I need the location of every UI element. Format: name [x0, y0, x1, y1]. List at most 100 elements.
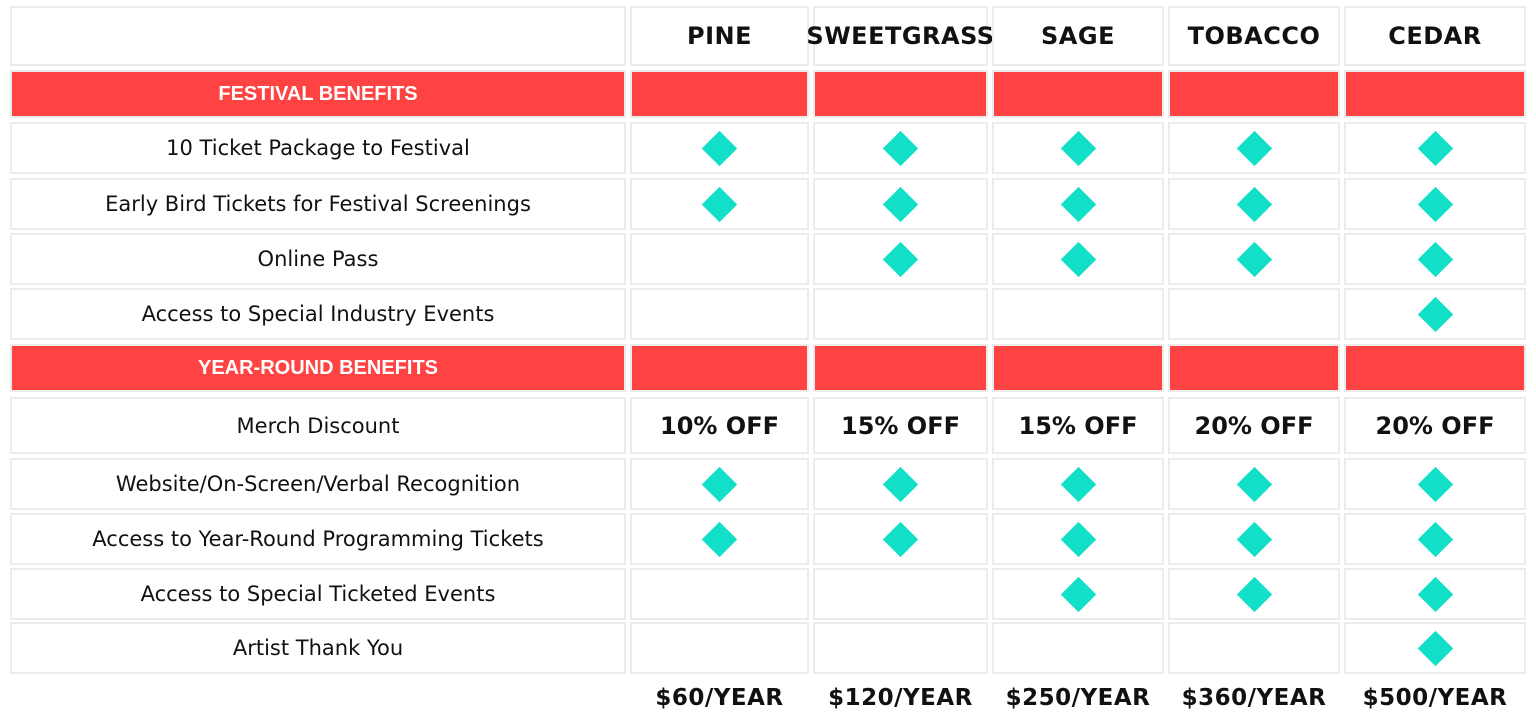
section-band-cell — [1344, 70, 1526, 118]
benefit-value-cell: 20% OFF — [1168, 397, 1340, 454]
tier-header-sage: SAGE — [992, 6, 1164, 66]
benefit-value-cell — [992, 622, 1164, 674]
benefit-value-cell: 10% OFF — [630, 397, 809, 454]
tier-header-pine: PINE — [630, 6, 809, 66]
benefit-label-cell: Early Bird Tickets for Festival Screenin… — [10, 178, 626, 230]
benefit-label-cell: Access to Special Ticketed Events — [10, 568, 626, 620]
benefit-value-cell — [1168, 568, 1340, 620]
diamond-icon — [882, 130, 919, 166]
tier-name: SWEETGRASS — [806, 22, 995, 50]
section-header: YEAR-ROUND BENEFITS — [10, 344, 626, 392]
diamond-icon — [882, 186, 919, 222]
benefit-value-cell — [813, 233, 988, 285]
section-band-cell — [813, 70, 988, 118]
diamond-icon — [1060, 466, 1096, 502]
benefit-value-cell — [992, 568, 1164, 620]
tier-price: $120/YEAR — [828, 685, 973, 711]
benefit-value-cell — [1344, 622, 1526, 674]
benefit-label-cell: Artist Thank You — [10, 622, 626, 674]
benefit-value-cell — [1344, 178, 1526, 230]
benefit-value-cell — [813, 122, 988, 174]
benefit-value-cell — [992, 178, 1164, 230]
benefit-value-cell — [1168, 458, 1340, 510]
diamond-icon — [1060, 241, 1096, 277]
benefit-value-cell — [813, 458, 988, 510]
benefit-label: Early Bird Tickets for Festival Screenin… — [105, 192, 531, 216]
diamond-icon — [1060, 521, 1096, 557]
benefit-value-cell: 20% OFF — [1344, 397, 1526, 454]
benefit-label-cell: 10 Ticket Package to Festival — [10, 122, 626, 174]
tier-price: $500/YEAR — [1362, 685, 1508, 711]
benefit-label: Access to Special Industry Events — [141, 302, 495, 326]
tier-name: TOBACCO — [1187, 22, 1321, 50]
tier-name: CEDAR — [1388, 22, 1482, 50]
diamond-icon — [1236, 466, 1272, 502]
section-band-cell — [813, 344, 988, 392]
benefit-value-cell — [992, 513, 1164, 565]
benefit-value-cell — [813, 288, 988, 340]
diamond-icon — [1236, 576, 1272, 612]
section-band-cell — [1168, 344, 1340, 392]
benefit-label-cell: Online Pass — [10, 233, 626, 285]
benefit-value: 20% OFF — [1194, 411, 1314, 440]
section-header: FESTIVAL BENEFITS — [10, 70, 626, 118]
benefit-value-cell — [1168, 122, 1340, 174]
tier-price: $360/YEAR — [1181, 685, 1327, 711]
benefit-value-cell — [630, 513, 809, 565]
benefit-value-cell — [992, 233, 1164, 285]
benefit-value-cell — [813, 513, 988, 565]
benefit-value-cell — [630, 622, 809, 674]
benefit-value-cell — [1344, 233, 1526, 285]
benefit-value-cell — [630, 568, 809, 620]
benefit-value-cell — [1168, 622, 1340, 674]
benefit-label: 10 Ticket Package to Festival — [166, 136, 470, 160]
diamond-icon — [1060, 130, 1096, 166]
tier-header-tobacco: TOBACCO — [1168, 6, 1340, 66]
benefit-value-cell — [813, 178, 988, 230]
diamond-icon — [1417, 186, 1453, 222]
benefit-value-cell — [630, 288, 809, 340]
benefit-value-cell — [1168, 178, 1340, 230]
diamond-icon — [1060, 186, 1096, 222]
diamond-icon — [882, 241, 919, 277]
benefit-value: 15% OFF — [1018, 411, 1138, 440]
benefit-label: Access to Special Ticketed Events — [140, 582, 496, 606]
benefit-value-cell — [630, 178, 809, 230]
section-band-cell — [1344, 344, 1526, 392]
benefit-value-cell — [1344, 568, 1526, 620]
diamond-icon — [701, 186, 738, 222]
benefit-value-cell — [992, 288, 1164, 340]
diamond-icon — [1417, 130, 1453, 166]
benefit-value-cell — [1344, 513, 1526, 565]
diamond-icon — [1417, 630, 1453, 666]
benefit-label-cell: Website/On-Screen/Verbal Recognition — [10, 458, 626, 510]
benefit-label-cell: Access to Year-Round Programming Tickets — [10, 513, 626, 565]
diamond-icon — [1236, 241, 1272, 277]
diamond-icon — [1236, 186, 1272, 222]
tier-header-sweetgrass: SWEETGRASS — [806, 6, 994, 66]
benefit-label: Online Pass — [257, 247, 379, 271]
benefit-value-cell: 15% OFF — [813, 397, 988, 454]
benefit-value: 15% OFF — [841, 411, 960, 440]
diamond-icon — [1060, 576, 1096, 612]
benefit-value-cell — [992, 458, 1164, 510]
header-corner — [10, 6, 626, 66]
benefit-value-cell — [992, 122, 1164, 174]
benefit-label: Access to Year-Round Programming Tickets — [92, 527, 544, 551]
benefit-value: 10% OFF — [660, 411, 779, 440]
diamond-icon — [701, 130, 738, 166]
benefit-value: 20% OFF — [1375, 411, 1495, 440]
section-band-cell — [992, 70, 1164, 118]
tier-name: SAGE — [1041, 22, 1115, 50]
benefit-value-cell — [813, 622, 988, 674]
section-title: FESTIVAL BENEFITS — [218, 82, 418, 105]
diamond-icon — [1417, 241, 1453, 277]
diamond-icon — [1417, 576, 1453, 612]
diamond-icon — [1236, 521, 1272, 557]
benefit-label-cell: Merch Discount — [10, 397, 626, 454]
benefit-value-cell: 15% OFF — [992, 397, 1164, 454]
diamond-icon — [1417, 296, 1453, 332]
section-title: YEAR-ROUND BENEFITS — [197, 356, 438, 379]
diamond-icon — [701, 466, 738, 502]
